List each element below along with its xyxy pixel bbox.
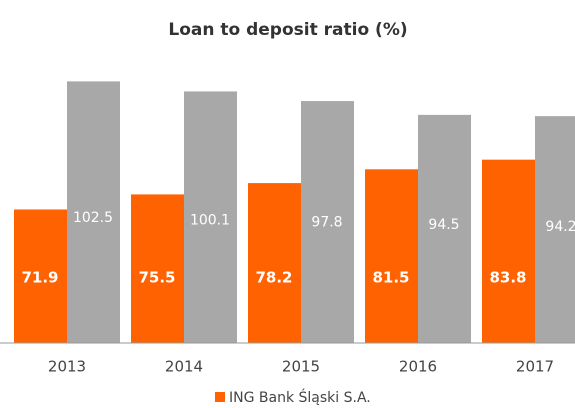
legend-swatch (215, 392, 225, 402)
data-label: 94.5 (428, 217, 459, 233)
data-label: 102.5 (73, 210, 113, 226)
data-label: 81.5 (372, 269, 409, 287)
data-label: 94.2 (545, 219, 575, 235)
x-tick-label: 2013 (48, 358, 86, 376)
bar (248, 183, 301, 343)
x-tick-label: 2017 (516, 358, 554, 376)
bar (67, 81, 120, 344)
data-label: 78.2 (255, 269, 292, 287)
bar (301, 101, 354, 344)
data-label: 83.8 (489, 269, 526, 287)
x-tick-label: 2015 (282, 358, 320, 376)
bar (184, 91, 237, 343)
bar (535, 116, 575, 344)
x-tick-label: 2016 (399, 358, 437, 376)
bar (14, 209, 67, 343)
data-label: 97.8 (311, 215, 342, 231)
x-tick-label: 2014 (165, 358, 203, 376)
chart-title: Loan to deposit ratio (%) (168, 20, 407, 40)
bar (131, 194, 184, 343)
data-label: 71.9 (21, 269, 58, 287)
data-label: 75.5 (138, 269, 175, 287)
bar (482, 159, 535, 343)
data-label: 100.1 (190, 212, 230, 228)
bar (418, 114, 471, 343)
legend-label: ING Bank Śląski S.A. (229, 388, 371, 406)
bar (365, 169, 418, 343)
